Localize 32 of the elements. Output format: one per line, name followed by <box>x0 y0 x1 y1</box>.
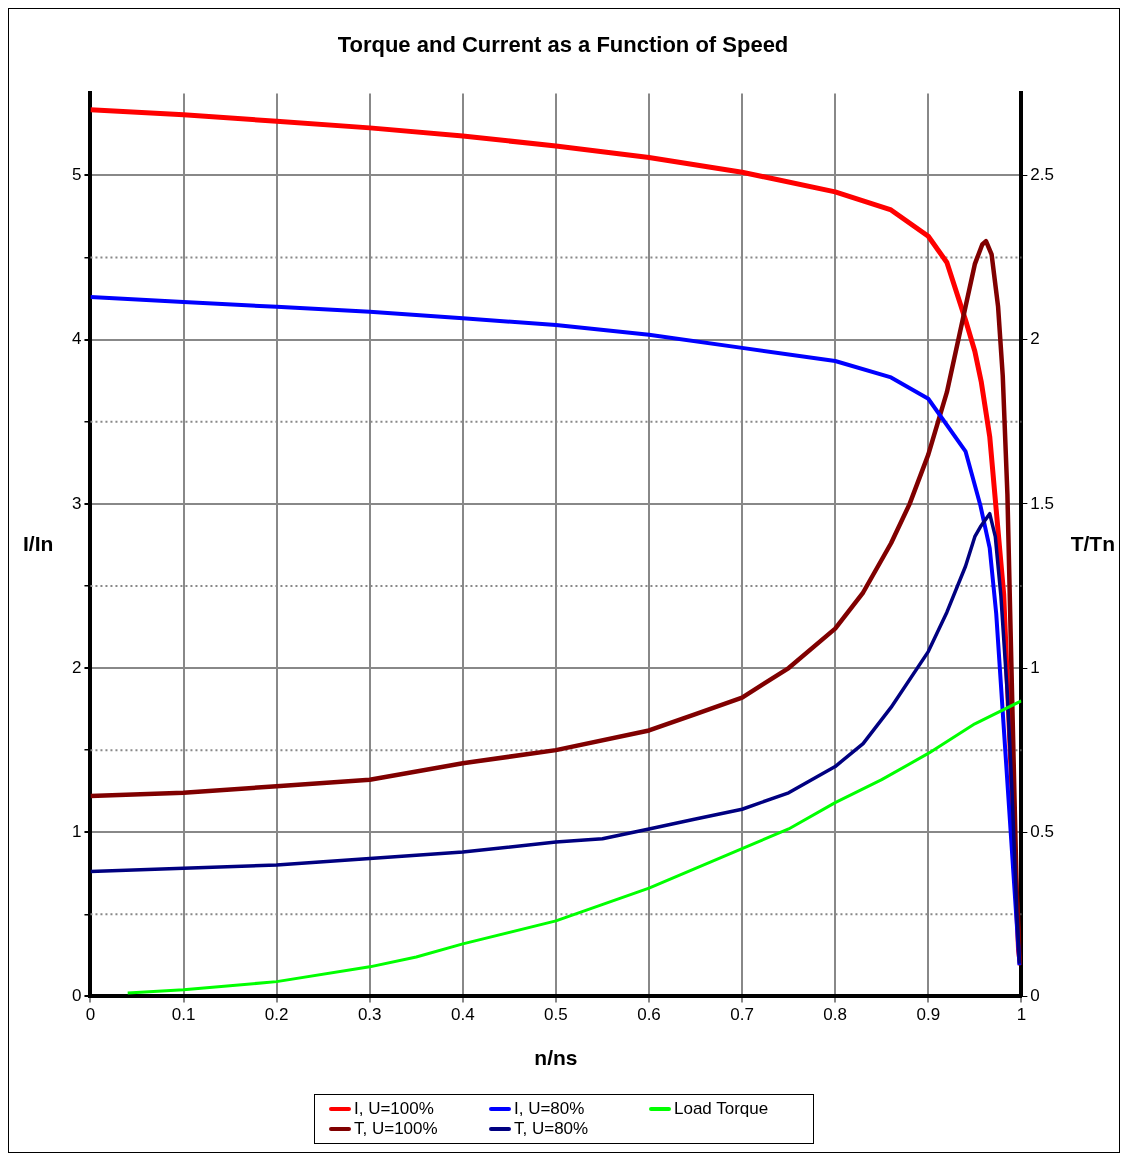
y2-tick-label: 2 <box>1030 329 1040 349</box>
x-tick-label: 0.4 <box>451 1005 475 1025</box>
y2-tick-label: 1.5 <box>1030 493 1055 513</box>
y2-tick-label: 2.5 <box>1030 165 1055 185</box>
x-tick-label: 1 <box>1016 1005 1027 1025</box>
x-tick-label: 0.8 <box>823 1005 848 1025</box>
y-tick-label: 5 <box>71 165 82 185</box>
y-tick-label: 0 <box>71 986 82 1006</box>
y-tick-label: 4 <box>71 329 82 349</box>
x-tick-label: 0.7 <box>730 1005 754 1025</box>
x-tick-label: 0.9 <box>916 1005 941 1025</box>
y2-tick-label: 1 <box>1030 657 1040 677</box>
legend-label: I, U=100% <box>354 1099 434 1119</box>
y2-tick-label: 0.5 <box>1030 821 1055 841</box>
x-axis-title: n/ns <box>534 1046 578 1070</box>
x-tick-label: 0.5 <box>544 1005 568 1025</box>
y-tick-label: 1 <box>71 821 82 841</box>
y2-axis-title: T/Tn <box>1070 531 1115 555</box>
legend-label: T, U=100% <box>354 1119 438 1139</box>
legend-label: T, U=80% <box>514 1119 589 1139</box>
x-tick-label: 0.1 <box>171 1005 196 1025</box>
x-tick-label: 0.2 <box>264 1005 289 1025</box>
y-tick-label: 3 <box>71 493 82 513</box>
x-tick-label: 0.6 <box>637 1005 661 1025</box>
legend-label: I, U=80% <box>514 1099 585 1119</box>
chart-title: Torque and Current as a Function of Speed <box>337 32 789 58</box>
y2-tick-label: 0 <box>1030 986 1040 1006</box>
legend-label: Load Torque <box>674 1099 769 1119</box>
y-tick-label: 2 <box>71 657 82 677</box>
y-axis-title: I/In <box>23 531 54 555</box>
x-tick-label: 0.3 <box>357 1005 382 1025</box>
x-tick-label: 0 <box>85 1005 96 1025</box>
